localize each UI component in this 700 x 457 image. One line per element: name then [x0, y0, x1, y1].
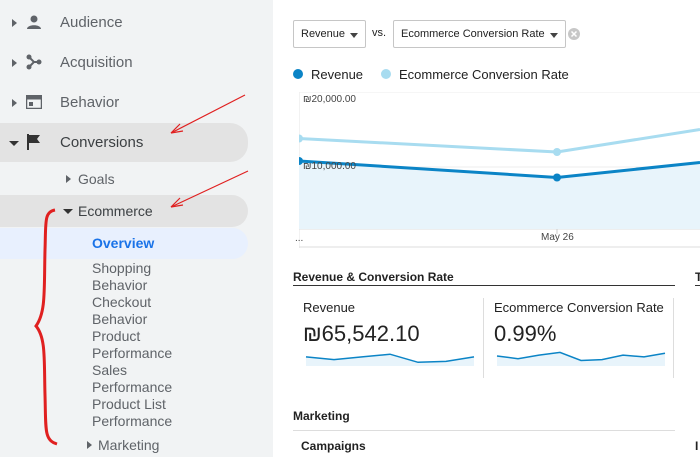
metric-value: ₪65,542.10 [303, 321, 420, 346]
chevron-right-icon[interactable] [12, 59, 17, 67]
sidebar-item-conversions[interactable]: Conversions [60, 134, 144, 151]
sidebar-item-product-list-performance[interactable]: Product List Performance [92, 396, 172, 430]
sparkline-area [497, 352, 665, 366]
sidebar-item-label: Behavior [92, 311, 148, 327]
main-content: Revenue vs. Ecommerce Conversion Rate Re… [273, 0, 700, 457]
series-area-revenue [299, 161, 700, 229]
metric-select-label: Revenue [301, 28, 346, 40]
data-point[interactable] [299, 134, 303, 143]
x-tick-label: ... [295, 233, 304, 244]
sidebar-item-label: Checkout [92, 294, 152, 310]
sidebar-item-goals[interactable]: Goals [78, 171, 115, 187]
x-tick-label: May 26 [541, 232, 574, 243]
acquisition-icon [26, 54, 42, 70]
sidebar-item-label: Shopping [92, 260, 152, 276]
metric-label: Revenue [303, 300, 356, 315]
chevron-down-icon [350, 33, 358, 38]
legend-conversion-dot [381, 69, 391, 79]
legend-revenue: Revenue [311, 67, 364, 82]
data-point[interactable] [553, 148, 561, 156]
campaigns-label[interactable]: Campaigns [301, 439, 366, 453]
behavior-icon [26, 95, 42, 109]
chevron-down-icon[interactable] [63, 209, 73, 214]
section-title-truncated: T [695, 270, 700, 284]
truncated-label: I [695, 439, 699, 453]
metric-label: Ecommerce Conversion Rate [494, 300, 664, 315]
annotation-overlay [34, 94, 249, 446]
sparkline-line [496, 351, 666, 362]
metric-select-secondary[interactable]: Ecommerce Conversion Rate [393, 20, 566, 48]
section-title-marketing: Marketing [293, 409, 350, 423]
sidebar-item-label: Performance [92, 379, 173, 395]
sidebar-item-checkout-behavior[interactable]: Checkout Behavior [92, 294, 151, 328]
vs-label: vs. [372, 27, 387, 39]
sidebar-item-conversions-bg [0, 123, 248, 162]
chevron-right-icon[interactable] [87, 441, 92, 449]
sparkline-conversion [496, 351, 666, 366]
section-title: Revenue & Conversion Rate [293, 270, 454, 284]
metric-select-label: Ecommerce Conversion Rate [401, 28, 545, 40]
legend-revenue-dot [293, 69, 303, 79]
y-tick-label: ₪10,000.00 [303, 161, 356, 172]
legend-conversion: Ecommerce Conversion Rate [399, 67, 569, 82]
sidebar-item-label: Sales [92, 362, 128, 378]
line-chart [299, 92, 700, 248]
sidebar-item-label: Performance [92, 345, 173, 361]
metric-value: 0.99% [494, 321, 557, 346]
flag-icon [27, 134, 40, 150]
sidebar-item-acquisition[interactable]: Acquisition [60, 54, 133, 71]
divider [695, 285, 700, 286]
sidebar-item-ecommerce-bg [0, 195, 248, 227]
sidebar-item-overview-bg [0, 228, 248, 259]
series-line-1 [299, 128, 700, 154]
sparkline-line [305, 353, 475, 364]
chevron-down-icon [550, 33, 558, 38]
sidebar-item-product-performance[interactable]: Product Performance [92, 328, 172, 362]
divider [293, 430, 675, 431]
sidebar-item-label: Behavior [92, 277, 148, 293]
sidebar-item-label: Product [92, 328, 141, 344]
sidebar-item-ecommerce[interactable]: Ecommerce [78, 203, 153, 219]
sidebar-item-label: Performance [92, 413, 173, 429]
sidebar-item-overview[interactable]: Overview [92, 235, 155, 251]
chevron-right-icon[interactable] [66, 175, 71, 183]
sidebar-item-label: Product List [92, 396, 166, 412]
sparkline-revenue [305, 353, 475, 366]
sidebar-item-sales-performance[interactable]: Sales Performance [92, 362, 172, 396]
divider [293, 285, 675, 286]
chevron-down-icon[interactable] [9, 141, 19, 146]
sidebar-item-shopping-behavior[interactable]: Shopping Behavior [92, 260, 151, 294]
clear-icon[interactable] [568, 28, 580, 40]
divider [483, 298, 484, 378]
data-point[interactable] [299, 157, 303, 165]
y-tick-label: ₪20,000.00 [303, 94, 356, 105]
chevron-right-icon[interactable] [12, 19, 17, 27]
data-point[interactable] [553, 173, 561, 182]
sidebar-item-marketing[interactable]: Marketing [98, 437, 160, 453]
sparkline-area [306, 354, 474, 366]
divider [673, 298, 674, 378]
sidebar-item-audience[interactable]: Audience [60, 14, 123, 31]
person-icon [27, 15, 41, 29]
metric-select-primary[interactable]: Revenue [293, 20, 366, 48]
chevron-right-icon[interactable] [12, 99, 17, 107]
sidebar-item-behavior[interactable]: Behavior [60, 94, 120, 111]
